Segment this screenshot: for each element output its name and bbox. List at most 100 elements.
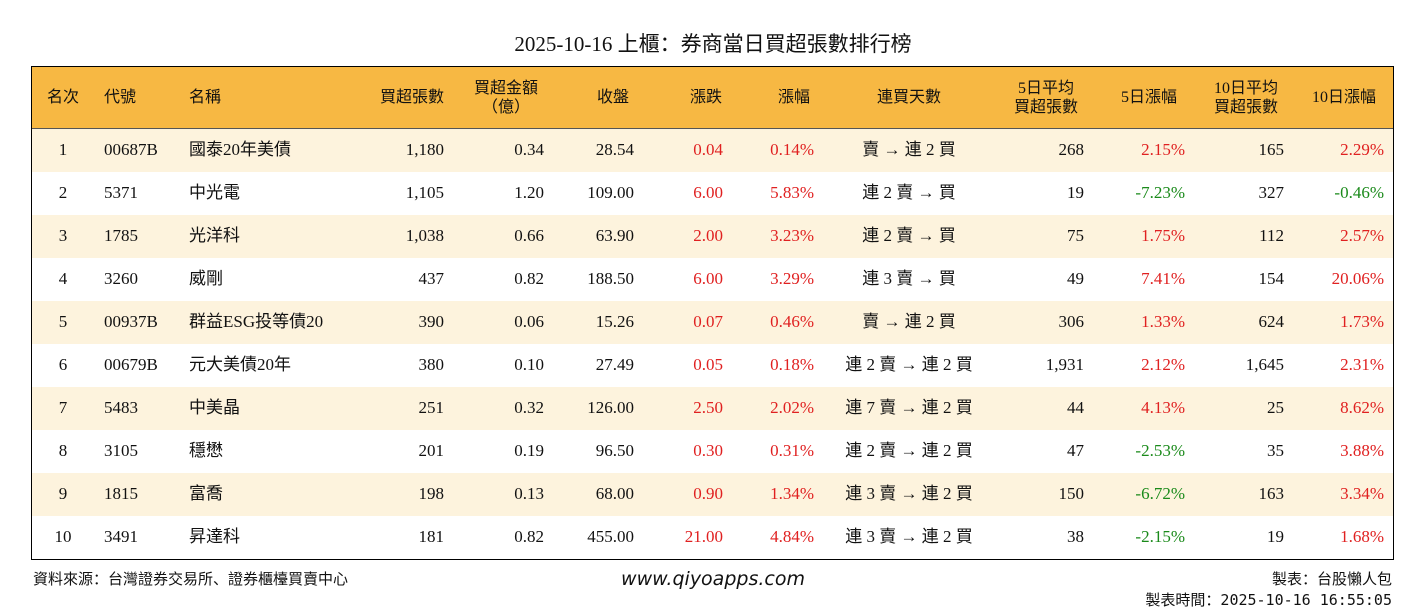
cell: 19 xyxy=(1067,183,1084,202)
cell: 68.00 xyxy=(595,484,634,503)
cell: 4 xyxy=(58,269,68,288)
header-cell: 漲跌 xyxy=(689,89,722,106)
cell: 賣 → 連 2 買 xyxy=(862,140,956,159)
cell: 1,038 xyxy=(405,226,444,245)
cell: 1.20 xyxy=(514,183,544,202)
header-cell: 10日平均 xyxy=(1213,80,1278,97)
cell: 20.06% xyxy=(1331,269,1384,288)
cell: 2.00 xyxy=(693,226,723,245)
cell: 2.29% xyxy=(1340,140,1384,159)
cell: 光洋科 xyxy=(189,226,240,245)
cell: 3 xyxy=(58,226,68,245)
row-bg xyxy=(32,301,1393,344)
cell: 1,105 xyxy=(405,183,444,202)
cell: 28.54 xyxy=(595,140,634,159)
header-cell: 10日漲幅 xyxy=(1311,89,1376,106)
cell: 9 xyxy=(58,484,68,503)
cell: -2.15% xyxy=(1135,527,1185,546)
header-cell: （億） xyxy=(481,99,530,116)
header-cell: 買超張數 xyxy=(379,89,444,106)
cell: 327 xyxy=(1258,183,1285,202)
header-cell: 連買天數 xyxy=(876,89,941,106)
row-bg xyxy=(32,516,1393,559)
cell: 0.06 xyxy=(514,312,544,331)
cell: 8.62% xyxy=(1340,398,1384,417)
cell: 201 xyxy=(418,441,445,460)
cell: 中美晶 xyxy=(189,398,240,417)
cell: 0.90 xyxy=(693,484,723,503)
cell: 0.32 xyxy=(514,398,544,417)
cell: 0.04 xyxy=(693,140,723,159)
cell: 賣 → 連 2 買 xyxy=(862,312,956,331)
header-cell: 5日平均 xyxy=(1017,80,1074,97)
cell: 0.13 xyxy=(514,484,544,503)
cell: 15.26 xyxy=(595,312,634,331)
cell: 109.00 xyxy=(587,183,634,202)
cell: 連 2 賣 → 買 xyxy=(862,226,956,245)
cell: 35 xyxy=(1267,441,1284,460)
cell: 0.46% xyxy=(770,312,814,331)
cell: 2.50 xyxy=(693,398,723,417)
cell: 6 xyxy=(58,355,68,374)
cell: 126.00 xyxy=(587,398,634,417)
cell: 3.34% xyxy=(1340,484,1384,503)
cell: 元大美債20年 xyxy=(189,355,291,374)
cell: 7.41% xyxy=(1141,269,1185,288)
cell: 268 xyxy=(1058,140,1085,159)
time: 製表時間：2025-10-16 16:55:05 xyxy=(1145,591,1392,609)
cell: 25 xyxy=(1267,398,1284,417)
cell: 49 xyxy=(1067,269,1084,288)
cell: 0.34 xyxy=(514,140,544,159)
row-bg xyxy=(32,473,1393,516)
cell: 8 xyxy=(58,441,68,460)
cell: 2.31% xyxy=(1340,355,1384,374)
cell: 4.13% xyxy=(1141,398,1185,417)
cell: 198 xyxy=(418,484,445,503)
cell: 21.00 xyxy=(684,527,723,546)
cell: 1.68% xyxy=(1340,527,1384,546)
cell: 2 xyxy=(58,183,68,202)
cell: 181 xyxy=(418,527,445,546)
cell: 0.18% xyxy=(770,355,814,374)
cell: 3260 xyxy=(104,269,138,288)
cell: 112 xyxy=(1259,226,1284,245)
cell: 437 xyxy=(418,269,445,288)
cell: 2.15% xyxy=(1141,140,1185,159)
cell: 連 2 賣 → 買 xyxy=(862,183,956,202)
cell: 穩懋 xyxy=(189,441,223,460)
title: 2025-10-16 上櫃：券商當日買超張數排行榜 xyxy=(514,32,912,56)
cell: 00679B xyxy=(104,355,158,374)
cell: -7.23% xyxy=(1135,183,1185,202)
cell: 2.02% xyxy=(770,398,814,417)
cell: 3105 xyxy=(104,441,138,460)
cell: 1,645 xyxy=(1245,355,1284,374)
cell: 威剛 xyxy=(189,269,223,288)
cell: 群益ESG投等債20 xyxy=(189,312,324,331)
table: 名次 代號 名稱 買超張數 買超金額 （億） 收盤 漲跌 漲幅 連買天數 5日平均 買超張數 5日漲幅 1… xyxy=(31,66,1394,560)
cell: 1785 xyxy=(104,226,138,245)
cell: 3.88% xyxy=(1340,441,1384,460)
cell: 1 xyxy=(58,140,68,159)
cell: 富喬 xyxy=(189,484,223,503)
cell: 2.12% xyxy=(1141,355,1185,374)
cell: -6.72% xyxy=(1135,484,1185,503)
cell: 連 2 賣 → 連 2 買 xyxy=(845,355,973,374)
cell: 154 xyxy=(1258,269,1285,288)
cell: 19 xyxy=(1267,527,1284,546)
header-cell: 漲幅 xyxy=(777,89,810,106)
cell: 163 xyxy=(1258,484,1285,503)
cell: 昇達科 xyxy=(189,527,240,546)
cell: 連 3 賣 → 連 2 買 xyxy=(845,527,973,546)
header-cell: 買超張數 xyxy=(1013,99,1078,116)
cell: 38 xyxy=(1067,527,1084,546)
cell: 5483 xyxy=(104,398,138,417)
cell: 連 3 賣 → 買 xyxy=(862,269,956,288)
cell: -2.53% xyxy=(1135,441,1185,460)
cell: 00687B xyxy=(104,140,158,159)
cell: 7 xyxy=(58,398,68,417)
cell: 3.23% xyxy=(770,226,814,245)
cell: 1.33% xyxy=(1141,312,1185,331)
cell: 624 xyxy=(1258,312,1285,331)
cell: 47 xyxy=(1067,441,1084,460)
header-row xyxy=(32,67,1393,129)
